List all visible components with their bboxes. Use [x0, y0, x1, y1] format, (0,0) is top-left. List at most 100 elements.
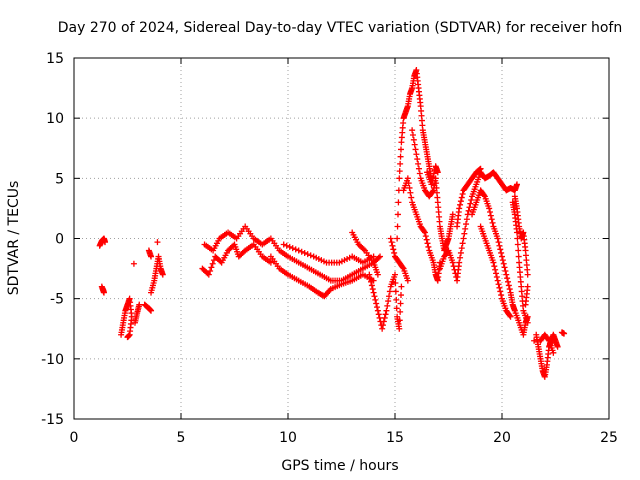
data-point	[397, 160, 404, 167]
x-tick-label: 20	[493, 430, 511, 446]
data-point	[377, 253, 384, 260]
data-point	[476, 166, 483, 173]
data-point	[492, 266, 499, 273]
data-point	[406, 184, 413, 191]
y-tick-label: 10	[46, 111, 64, 127]
data-point	[513, 229, 520, 236]
x-tick-label: 15	[386, 430, 404, 446]
data-point	[385, 298, 392, 305]
data-point	[457, 249, 464, 256]
data-point	[515, 253, 522, 260]
data-point	[524, 283, 531, 290]
data-point	[421, 229, 428, 236]
data-point	[506, 286, 513, 293]
x-tick-label: 0	[70, 430, 79, 446]
data-point	[289, 245, 296, 252]
x-tick-label: 10	[279, 430, 297, 446]
data-point	[208, 264, 215, 271]
data-point	[283, 242, 290, 249]
y-tick-label: -10	[41, 352, 64, 368]
data-point	[395, 199, 402, 206]
data-point	[503, 271, 510, 278]
data-point	[397, 153, 404, 160]
data-point	[460, 235, 467, 242]
data-point	[514, 241, 521, 248]
data-point	[429, 177, 436, 184]
data-point	[399, 264, 406, 271]
data-point	[383, 307, 390, 314]
data-point	[496, 284, 503, 291]
data-point	[304, 251, 311, 258]
data-point	[498, 249, 505, 256]
x-tick-label: 5	[177, 430, 186, 446]
data-point	[514, 235, 521, 242]
data-point	[456, 205, 463, 212]
data-point	[381, 314, 388, 321]
data-point	[463, 216, 470, 223]
data-point	[496, 242, 503, 249]
data-point	[457, 198, 464, 205]
data-point	[368, 278, 375, 285]
data-point	[102, 239, 109, 246]
data-point	[397, 146, 404, 153]
data-point	[449, 259, 456, 266]
data-point	[497, 288, 504, 295]
data-point	[392, 271, 398, 278]
data-point	[506, 312, 513, 319]
data-point	[493, 270, 500, 277]
data-point	[360, 246, 367, 253]
data-point	[524, 271, 531, 278]
data-point	[380, 318, 387, 325]
data-point	[428, 181, 435, 188]
data-point	[374, 271, 381, 278]
data-point	[148, 307, 155, 314]
data-point	[154, 239, 161, 246]
data-point	[373, 300, 380, 307]
data-point	[505, 282, 512, 289]
data-point	[502, 267, 509, 274]
data-point	[468, 196, 475, 203]
data-point	[301, 249, 308, 256]
data-point	[298, 248, 305, 255]
data-point	[490, 259, 497, 266]
y-tick-label: 15	[46, 51, 64, 67]
data-point	[491, 263, 498, 270]
y-tick-label: -15	[41, 412, 64, 428]
data-point	[307, 252, 314, 259]
data-point	[267, 259, 274, 266]
data-point	[458, 194, 465, 201]
data-point	[374, 307, 381, 314]
data-point	[370, 253, 377, 260]
data-point	[387, 235, 394, 242]
y-tick-label: 0	[55, 232, 64, 248]
data-point	[487, 209, 494, 216]
data-point	[467, 200, 474, 207]
data-point	[487, 212, 494, 219]
data-point	[375, 254, 382, 261]
data-point	[545, 336, 552, 343]
data-point	[390, 246, 397, 253]
data-point	[409, 127, 416, 134]
data-point	[136, 301, 143, 308]
y-tick-labels: 15 10 5 0 -5 -10 -15	[41, 51, 64, 428]
data-point	[486, 205, 493, 212]
data-point	[497, 246, 504, 253]
data-point	[430, 170, 437, 177]
data-point	[393, 296, 400, 303]
data-point	[495, 239, 502, 246]
data-point	[124, 334, 131, 341]
data-point	[404, 277, 411, 284]
data-point	[410, 136, 417, 143]
data-point	[280, 241, 287, 248]
data-point	[409, 132, 416, 139]
data-point	[209, 260, 216, 267]
data-point	[458, 245, 465, 252]
data-point	[393, 305, 400, 312]
data-point	[382, 311, 389, 318]
data-point	[416, 170, 423, 177]
data-point	[424, 240, 431, 247]
data-point	[459, 190, 466, 197]
data-point	[413, 151, 420, 158]
data-point	[205, 271, 212, 278]
data-point	[99, 286, 106, 293]
